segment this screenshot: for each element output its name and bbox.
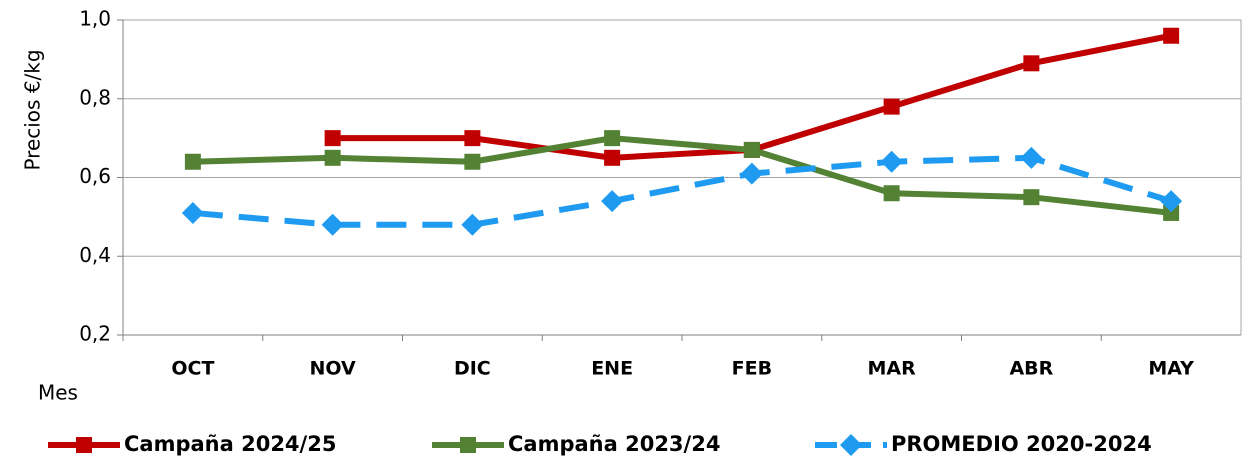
data-point bbox=[321, 213, 344, 236]
data-point bbox=[1163, 27, 1180, 44]
data-point bbox=[184, 153, 201, 170]
y-axis-label: Precios €/kg bbox=[21, 49, 45, 170]
data-point bbox=[883, 185, 900, 202]
data-point bbox=[1023, 55, 1040, 72]
x-tick-label: DIC bbox=[454, 358, 491, 380]
data-point bbox=[324, 149, 341, 166]
y-tick-label: 0,6 bbox=[79, 164, 111, 188]
data-point bbox=[880, 150, 903, 173]
legend-label: Campaña 2023/24 bbox=[508, 432, 720, 456]
data-point bbox=[464, 130, 481, 147]
x-tick-label: OCT bbox=[171, 358, 214, 380]
data-point bbox=[883, 98, 900, 115]
series-line bbox=[192, 135, 1172, 216]
y-tick-label: 0,2 bbox=[79, 322, 111, 346]
data-point bbox=[601, 190, 624, 213]
data-point bbox=[1163, 204, 1180, 221]
data-point bbox=[1023, 189, 1040, 206]
x-tick-label: ABR bbox=[1009, 358, 1053, 380]
y-tick-label: 0,8 bbox=[79, 85, 111, 109]
legend-marker bbox=[76, 437, 92, 453]
series-line bbox=[192, 154, 1173, 228]
x-tick-label: ENE bbox=[591, 358, 633, 380]
data-point bbox=[1160, 190, 1183, 213]
legend-marker bbox=[460, 437, 476, 453]
data-point bbox=[181, 201, 204, 224]
y-tick-label: 0,4 bbox=[79, 243, 111, 267]
data-point bbox=[743, 141, 760, 158]
legend-marker bbox=[840, 434, 862, 456]
data-point bbox=[1020, 146, 1043, 169]
data-point bbox=[464, 153, 481, 170]
x-tick-label: FEB bbox=[732, 358, 772, 380]
x-tick-label: MAR bbox=[868, 358, 917, 380]
data-point bbox=[740, 162, 763, 185]
data-point bbox=[604, 149, 621, 166]
series-line bbox=[332, 32, 1172, 161]
legend-label: Campaña 2024/25 bbox=[124, 432, 336, 456]
x-tick-label: NOV bbox=[310, 358, 357, 380]
x-tick-label: MAY bbox=[1148, 358, 1194, 380]
y-tick-label: 1,0 bbox=[79, 7, 111, 31]
legend-label: PROMEDIO 2020-2024 bbox=[891, 432, 1152, 456]
data-point bbox=[324, 130, 341, 147]
data-point bbox=[461, 213, 484, 236]
data-point bbox=[604, 130, 621, 147]
x-axis-label: Mes bbox=[38, 381, 78, 405]
